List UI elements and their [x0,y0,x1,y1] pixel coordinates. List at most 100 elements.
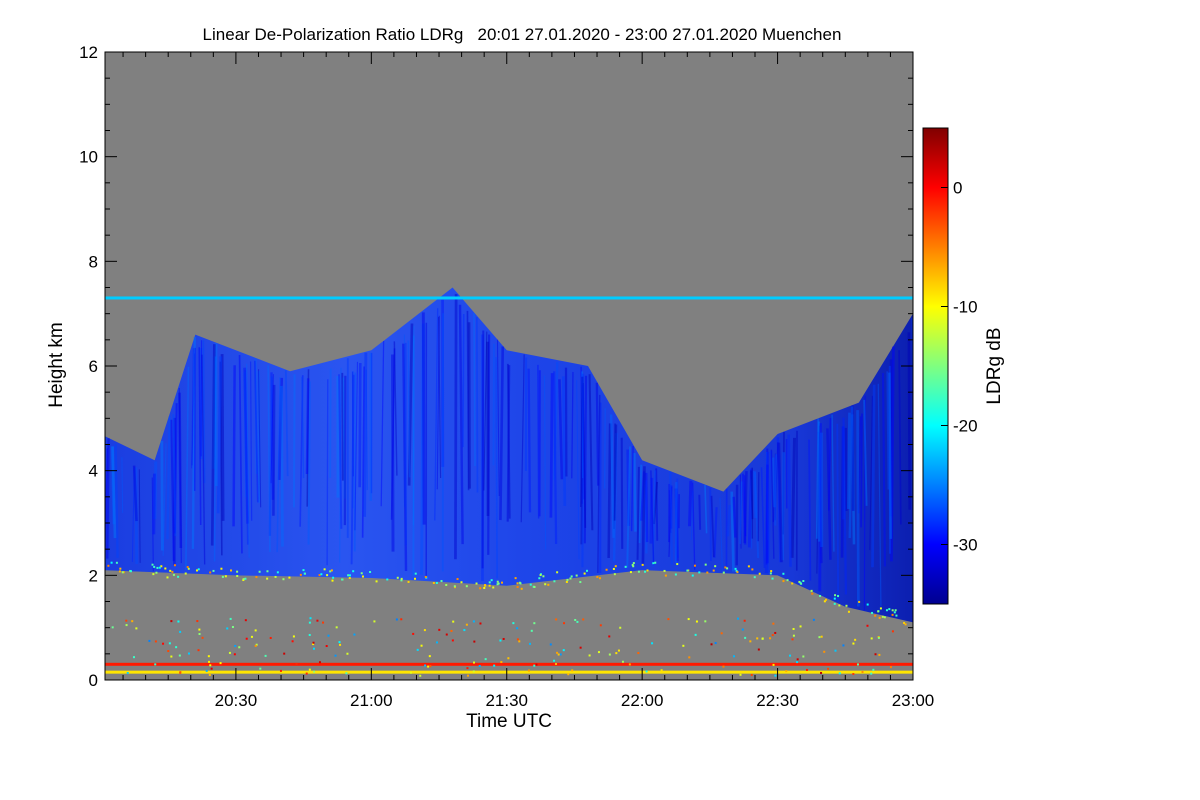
speckle [833,597,836,600]
speckle [722,571,725,574]
speckle [230,569,233,572]
cloud-streak [358,363,362,488]
cloud-streak [863,399,868,506]
cloud-streak [612,433,618,562]
cloud-streak [339,367,342,563]
colorbar-tick-label: -10 [953,298,978,317]
speckle [617,649,620,652]
speckle [805,668,808,671]
speckle [520,587,523,590]
speckle [833,602,836,605]
x-tick-label: 23:00 [892,691,935,710]
colorbar-label: LDRg dB [984,327,1005,404]
speckle [663,569,666,572]
speckle [613,573,616,576]
cloud-streak [774,442,779,521]
speckle [770,570,773,573]
cloud-streak [760,467,766,569]
speckle [308,668,311,671]
speckle [837,595,840,598]
speckle [566,578,569,581]
speckle [889,666,892,669]
speckle [553,580,556,583]
speckle [445,583,448,586]
cloud-streak [254,358,258,474]
cloud-streak [776,437,782,563]
speckle [646,569,649,572]
x-tick-label: 22:00 [621,691,664,710]
speckle [608,635,611,638]
speckle [352,570,355,573]
speckle [579,646,582,649]
y-tick-label: 2 [89,566,98,585]
speckle [585,569,588,572]
speckle [791,582,794,585]
speckle [619,626,622,629]
speckle [345,672,348,675]
speckle [361,575,364,578]
cloud-streak [886,371,890,490]
speckle [771,634,774,637]
speckle [710,643,713,646]
cloud-streak [131,466,135,563]
speckle [691,574,694,577]
cloud-streak [561,376,567,507]
cloud-streak [341,372,344,481]
cloud-streak [244,369,249,545]
speckle [598,577,601,580]
speckle [866,603,869,606]
speckle [608,653,611,656]
cloud-streak [138,469,141,563]
speckle [255,576,258,579]
speckle [688,656,691,659]
cloud-streak [739,481,743,544]
cloud-streak [620,437,624,549]
speckle [258,570,261,573]
colorbar-tick-label: -20 [953,417,978,436]
speckle [758,572,761,575]
speckle [874,653,877,656]
plot-area [105,52,913,680]
cloud-streak [499,346,505,521]
speckle [445,633,448,636]
cloud-streak [576,380,580,560]
cloud-streak [299,375,304,527]
cloud-streak [185,366,190,570]
cloud-streak [390,348,396,520]
speckle [878,616,881,619]
speckle [400,577,403,580]
cloud-streak [307,381,311,545]
speckle [893,611,896,614]
speckle [895,614,898,617]
cloud-streak [698,494,702,530]
cloud-streak [270,374,274,484]
speckle [834,649,837,652]
cloud-streak [757,472,760,542]
cloud-streak [178,387,182,564]
speckle [244,577,247,580]
cloud-streak [462,314,465,448]
cloud-streak [743,471,748,544]
speckle [565,580,568,583]
speckle [771,577,774,580]
cloud-streak [815,418,820,539]
cloud-streak [153,461,158,520]
cloud-streak [754,472,760,559]
cloud-streak [268,376,273,536]
speckle [693,564,696,567]
thin-layers [105,296,913,674]
speckle [320,573,323,576]
speckle [714,642,717,645]
cloud-streak [674,488,679,562]
cloud-streak [653,481,659,525]
speckle [557,653,560,656]
speckle [706,571,709,574]
speckle [792,627,795,630]
cloud-streak [767,450,773,574]
cloud-streak [353,372,357,552]
cloud-streak [132,465,138,522]
cloud-streak [595,382,600,486]
speckle [861,671,864,674]
cloud-region [105,287,913,623]
cloud-streak [640,471,646,521]
